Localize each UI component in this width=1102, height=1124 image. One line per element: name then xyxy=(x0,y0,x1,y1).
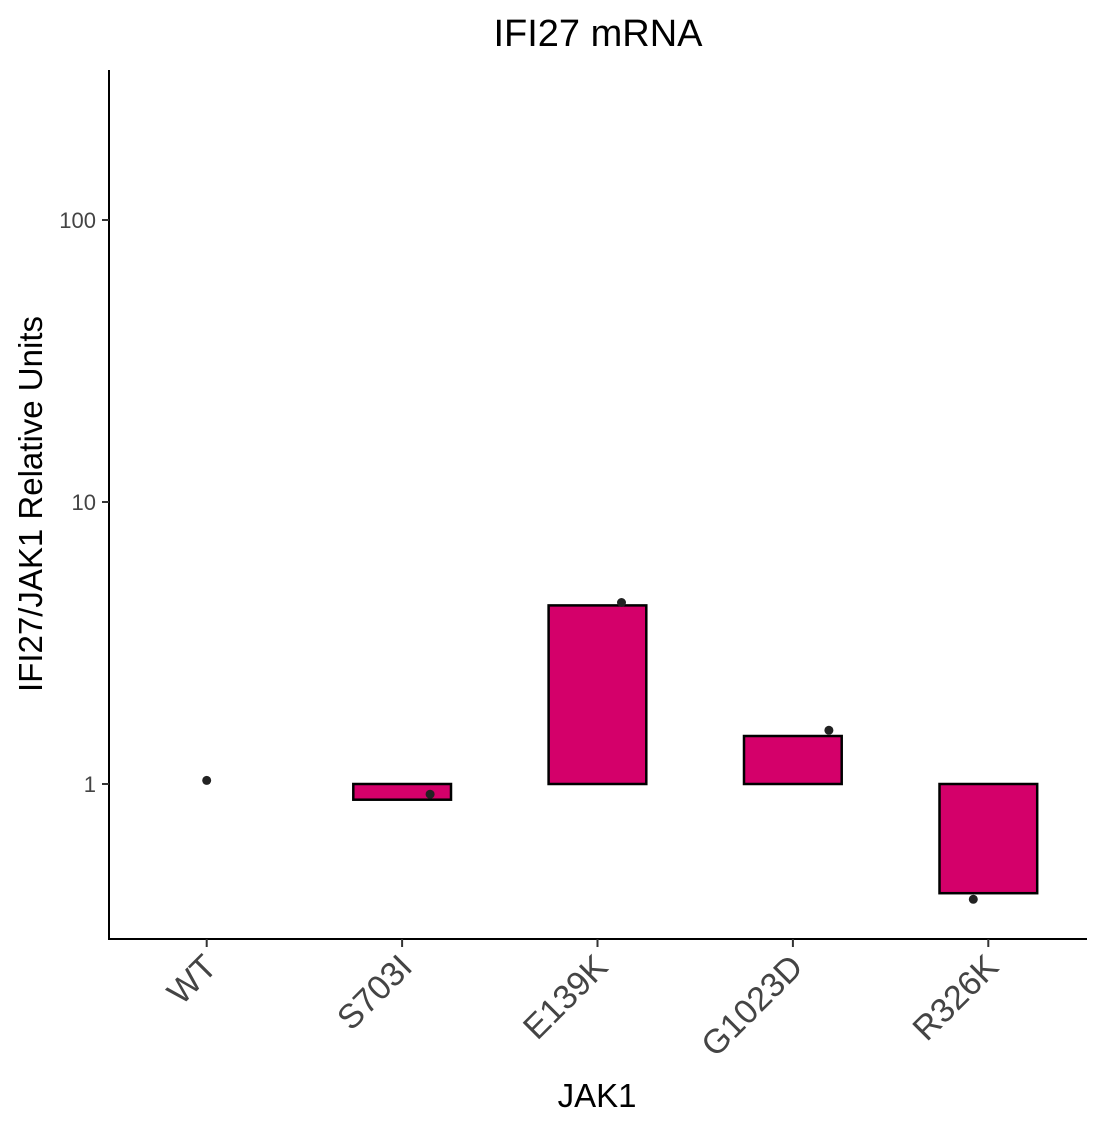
y-ticks: 1 10 100 xyxy=(59,208,109,797)
y-tick-label: 1 xyxy=(84,772,96,797)
bar-g1023d xyxy=(742,734,843,786)
bar-s703i xyxy=(352,782,453,801)
point-wt xyxy=(202,775,212,785)
point-g1023d xyxy=(824,725,834,735)
bar-r326k xyxy=(938,782,1039,895)
point-s703i xyxy=(425,789,435,799)
bars-layer xyxy=(352,604,1039,895)
y-tick-label: 10 xyxy=(72,490,96,515)
y-axis-title: IFI27/JAK1 Relative Units xyxy=(12,316,49,692)
bar-e139k xyxy=(547,604,648,786)
point-e139k xyxy=(617,598,626,607)
chart-title: IFI27 mRNA xyxy=(493,13,703,55)
points-layer xyxy=(202,598,978,904)
point-r326k xyxy=(968,894,978,904)
x-axis-title: JAK1 xyxy=(558,1077,637,1114)
y-tick-label: 100 xyxy=(59,208,96,233)
